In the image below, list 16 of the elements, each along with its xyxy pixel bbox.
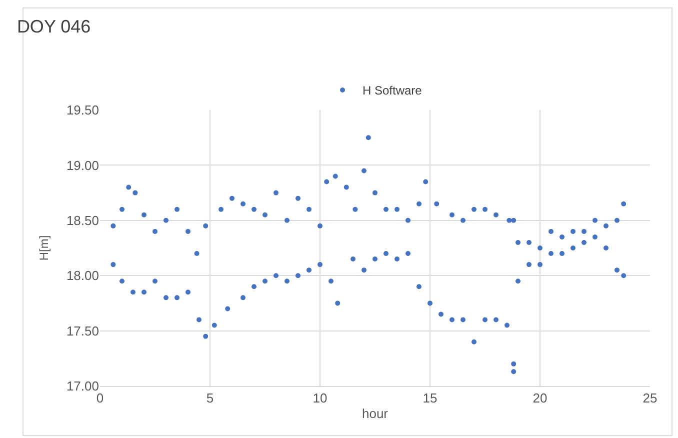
x-tick-label: 5 [206, 390, 214, 406]
y-tick-label: 17.50 [66, 323, 99, 338]
x-tick-label: 25 [642, 390, 658, 406]
x-axis-title: hour [362, 406, 389, 422]
y-tick-label: 18.00 [66, 268, 99, 284]
y-tick-label: 18.50 [66, 212, 99, 228]
chart-title: DOY 046 [16, 16, 91, 36]
x-tick-label: 15 [422, 390, 438, 406]
x-tick-label: 0 [96, 390, 104, 406]
legend-label: H Software [362, 84, 422, 98]
y-tick-label: 19.00 [66, 158, 99, 173]
x-tick-label: 10 [312, 390, 328, 406]
x-tick-label: 20 [532, 390, 548, 406]
y-tick-label: 17.00 [66, 378, 99, 394]
y-axis-title: H[m] [36, 235, 51, 261]
y-tick-label: 19.50 [66, 102, 99, 118]
